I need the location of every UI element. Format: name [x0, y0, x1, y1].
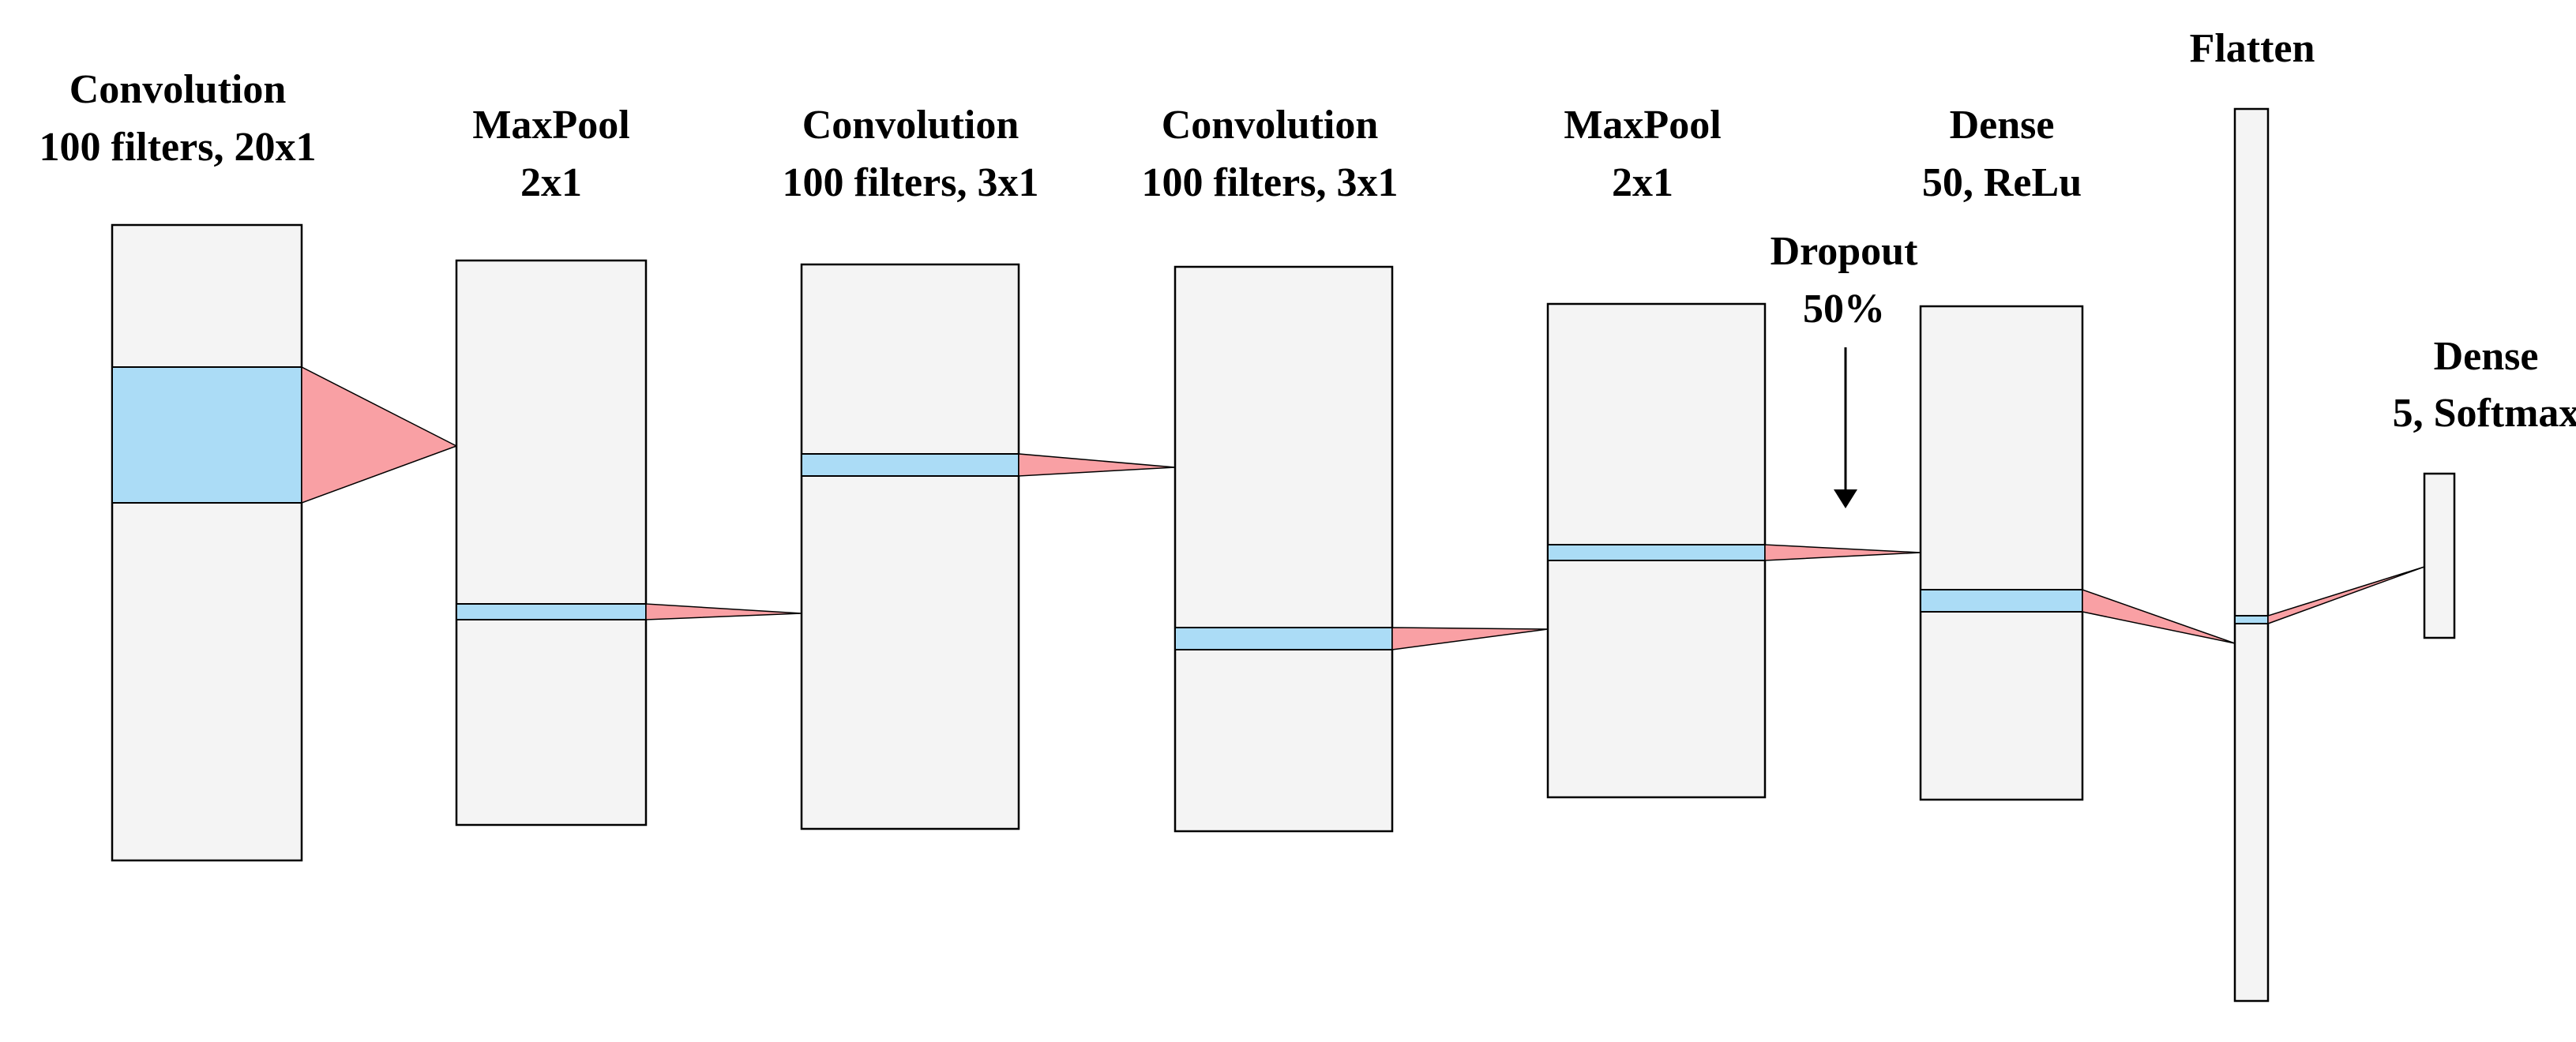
layer-title: Dense: [1950, 103, 2055, 148]
layer-subtitle: 2x1: [520, 160, 582, 205]
layer-maxpool2: MaxPool 2x1: [1546, 103, 1767, 799]
layer-highlight: [2234, 615, 2269, 624]
connector-3: [1018, 453, 1176, 477]
layer-block: [2423, 472, 2456, 639]
connector-1: [301, 365, 458, 504]
layer-title: Convolution: [1162, 103, 1379, 148]
layer-highlight: [456, 603, 647, 620]
layer-title: MaxPool: [472, 103, 629, 148]
layer-subtitle: 50, ReLu: [1922, 160, 2082, 205]
layer-flatten: Flatten: [2190, 26, 2315, 1003]
layer-subtitle: 100 filters, 3x1: [783, 160, 1039, 205]
connector-5: [1764, 544, 1921, 561]
layer-conv1: Convolution 100 filters, 20x1: [39, 67, 317, 862]
connector-2: [645, 603, 802, 620]
layer-title: Dense: [2434, 334, 2539, 379]
layer-highlight: [1547, 544, 1766, 561]
layer-subtitle: 2x1: [1612, 160, 1673, 205]
connector-4: [1391, 627, 1549, 650]
layer-title: Convolution: [69, 67, 287, 112]
layer-block: [2233, 107, 2270, 1003]
dropout-title: Dropout: [1771, 229, 1919, 274]
layer-block: [111, 223, 303, 862]
layer-block: [455, 259, 648, 826]
layer-title: Convolution: [802, 103, 1020, 148]
layer-dense2: Dense 5, Softmax: [2393, 334, 2576, 639]
connector-7: [2267, 566, 2425, 625]
layer-subtitle: 100 filters, 3x1: [1142, 160, 1399, 205]
layer-subtitle: 5, Softmax: [2393, 391, 2576, 436]
layer-maxpool1: MaxPool 2x1: [455, 103, 648, 826]
layer-highlight: [1174, 627, 1393, 650]
layer-title: MaxPool: [1564, 103, 1721, 148]
layer-conv3: Convolution 100 filters, 3x1: [1142, 103, 1399, 833]
dropout-arrow-head: [1834, 489, 1857, 508]
layer-highlight: [1920, 589, 2083, 613]
layer-title: Flatten: [2190, 26, 2315, 71]
layer-subtitle: 100 filters, 20x1: [39, 125, 317, 170]
layer-highlight: [801, 453, 1020, 477]
layer-highlight: [111, 366, 302, 504]
layer-block: [1919, 305, 2084, 801]
layer-dense1: Dense 50, ReLu: [1919, 103, 2084, 801]
layer-block: [1173, 265, 1394, 833]
connector-6: [2082, 588, 2236, 644]
dropout-annotation: Dropout 50%: [1771, 229, 1919, 508]
layer-block: [800, 263, 1020, 830]
dropout-subtitle: 50%: [1803, 287, 1885, 332]
layer-conv2: Convolution 100 filters, 3x1: [783, 103, 1039, 830]
